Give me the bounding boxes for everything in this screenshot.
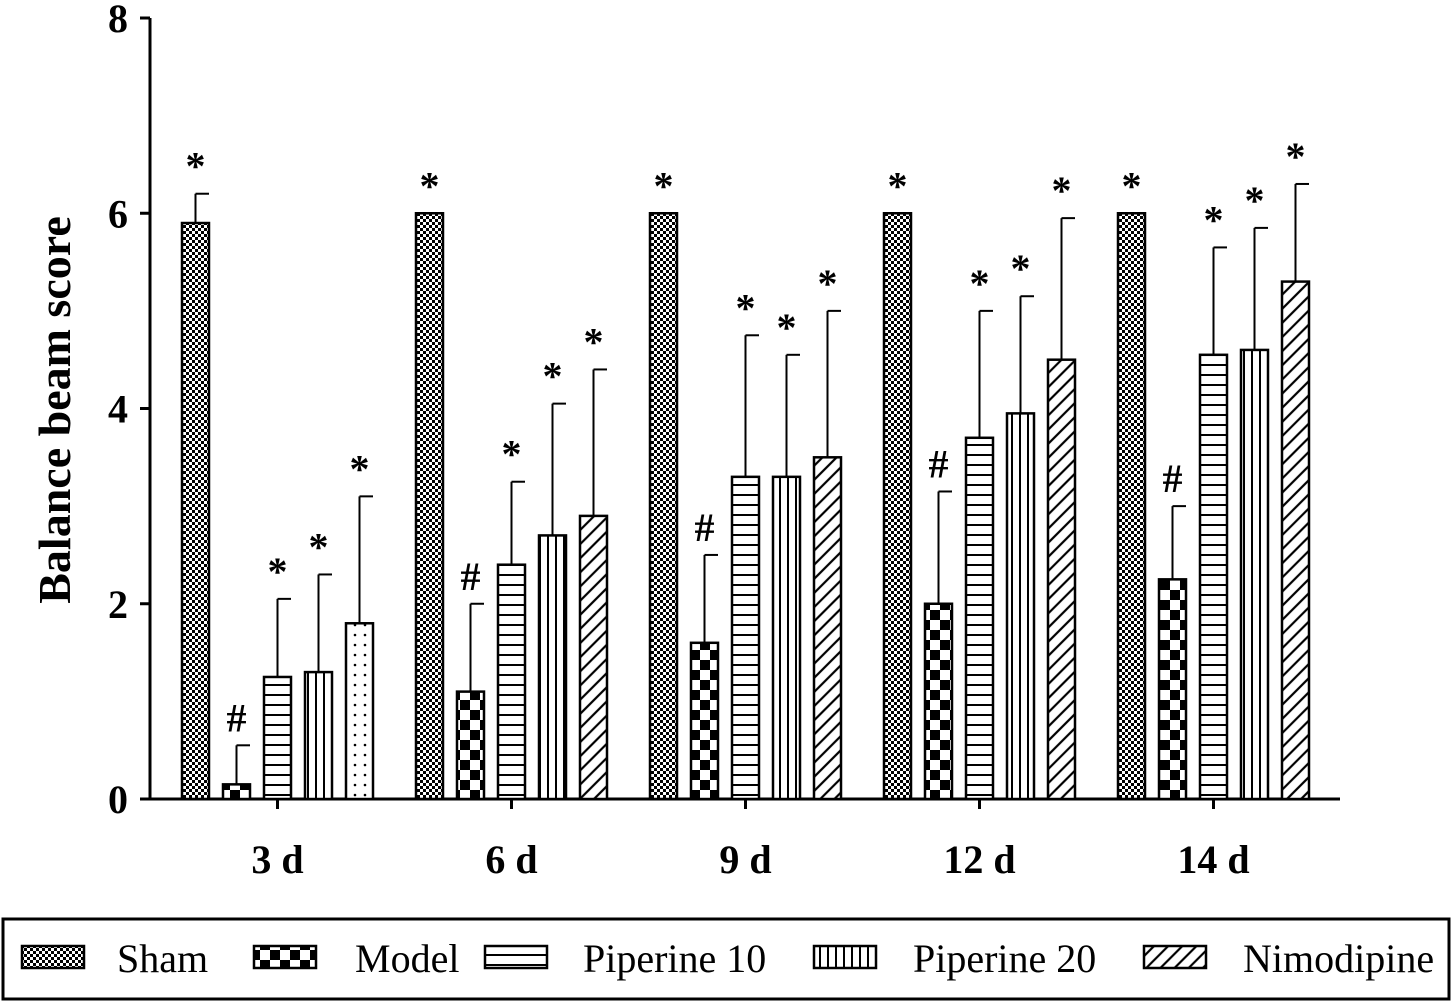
significance-hash: # (695, 505, 715, 550)
x-tick-label: 9 d (719, 837, 771, 882)
bar (496, 563, 527, 801)
bar (344, 622, 375, 801)
bar (221, 783, 252, 801)
bar (303, 670, 334, 801)
significance-star: * (1052, 168, 1072, 213)
legend-label: Piperine 10 (583, 936, 766, 981)
bar (414, 212, 445, 801)
x-tick-label: 3 d (251, 837, 303, 882)
category-labels: 3 d 6 d 9 d 12 d 14 d (251, 837, 1249, 882)
bar (180, 221, 211, 801)
significance-star: * (584, 319, 604, 364)
significance-hash: # (227, 695, 247, 740)
significance-hash: # (1163, 456, 1183, 501)
bar (923, 602, 954, 801)
y-tick-label: 8 (108, 0, 128, 41)
x-tick-label: 6 d (485, 837, 537, 882)
bar (771, 475, 802, 801)
significance-star: * (736, 285, 756, 330)
y-tick-label: 6 (108, 191, 128, 236)
significance-star: * (1204, 197, 1224, 242)
significance-star: * (1286, 134, 1306, 179)
significance-star: * (1245, 178, 1265, 223)
bar (1198, 353, 1229, 801)
bar (262, 675, 293, 801)
legend-label: Piperine 20 (913, 936, 1096, 981)
y-axis-label: Balance beam score (29, 216, 80, 604)
significance-hash: # (461, 554, 481, 599)
legend-swatch (252, 944, 318, 970)
bar (730, 475, 761, 801)
bar (964, 436, 995, 801)
bar (648, 212, 679, 801)
legend-swatch (20, 944, 86, 970)
significance-star: * (970, 261, 990, 306)
significance-star: * (502, 432, 522, 477)
significance-star: * (350, 446, 370, 491)
legend-box (1, 917, 1451, 1001)
x-tick-label: 14 d (1177, 837, 1249, 882)
significance-star: * (309, 524, 329, 569)
bars: * # * * * * # * * * * # * * * * # * * * * # * * * (180, 134, 1311, 801)
significance-star: * (888, 163, 908, 208)
significance-star: * (777, 305, 797, 350)
legend: Sham Model Piperine 10 Piperine 20 Nimodipin… (1, 917, 1451, 1001)
bar (1046, 358, 1077, 801)
significance-star: * (654, 163, 674, 208)
legend-label: Nimodipine (1243, 936, 1434, 981)
legend-label: Sham (117, 936, 208, 981)
significance-hash: # (929, 441, 949, 486)
bar (1280, 280, 1311, 801)
legend-swatch (1142, 944, 1208, 970)
y-tick-label: 2 (108, 582, 128, 627)
axes: 0 2 4 6 8 (108, 0, 1340, 822)
bar (1005, 412, 1036, 801)
bar (882, 212, 913, 801)
bar (455, 690, 486, 801)
bar (812, 456, 843, 801)
legend-swatch (483, 944, 549, 970)
significance-star: * (186, 144, 206, 189)
significance-star: * (1122, 163, 1142, 208)
legend-label: Model (355, 936, 459, 981)
bar (1116, 212, 1147, 801)
bar (578, 514, 609, 801)
significance-star: * (420, 163, 440, 208)
x-tick-label: 12 d (943, 837, 1015, 882)
bar (689, 641, 720, 801)
bar (1157, 578, 1188, 801)
significance-star: * (543, 354, 563, 399)
bar (537, 534, 568, 801)
bar (1239, 348, 1270, 801)
significance-star: * (1011, 246, 1031, 291)
significance-star: * (818, 261, 838, 306)
legend-swatch (812, 944, 878, 970)
y-tick-label: 0 (108, 777, 128, 822)
significance-star: * (268, 549, 288, 594)
y-tick-label: 4 (108, 387, 128, 432)
